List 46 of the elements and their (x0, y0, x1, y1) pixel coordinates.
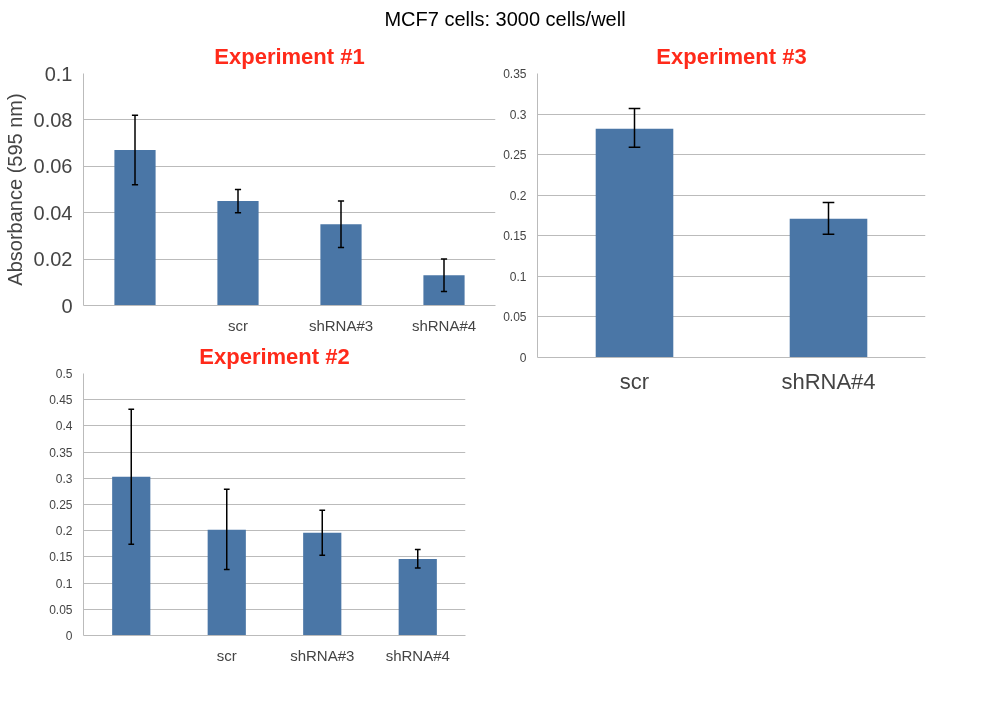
y-tick-label: 0.4 (55, 419, 73, 434)
x-tick-label: shRNA#4 (411, 316, 477, 334)
y-tick-label: 0.25 (503, 148, 527, 163)
x-tick-label: scr (216, 646, 237, 664)
y-tick-label: 0.2 (509, 188, 527, 203)
y-tick-label: 0.5 (55, 367, 73, 381)
y-tick-label: 0 (61, 294, 73, 317)
y-tick-label: 0.05 (503, 310, 527, 325)
chart-title: Experiment #2 (199, 343, 350, 369)
y-tick-label: 0.25 (49, 498, 73, 512)
chart-title: Experiment #3 (656, 43, 807, 69)
chart-title: Experiment #1 (214, 43, 365, 69)
y-tick-label: 0.02 (33, 248, 73, 271)
bar (217, 201, 259, 306)
y-tick-label: 0.05 (49, 602, 73, 617)
x-tick-label: scr (619, 368, 650, 394)
bar (320, 224, 362, 306)
x-tick-label: shRNA#3 (290, 646, 355, 664)
y-tick-label: 0 (519, 351, 527, 365)
y-tick-label: 0.35 (503, 67, 527, 81)
y-tick-label: 0.04 (33, 201, 73, 224)
text: MCF7 cells: 3000 cells/well (383, 7, 627, 32)
bar (398, 559, 437, 636)
x-tick-label: scr (228, 316, 248, 334)
y-tick-label: 0.15 (503, 229, 527, 244)
y-tick-label: 0.1 (44, 62, 73, 85)
y-tick-label: 0.2 (55, 524, 73, 539)
bar (207, 529, 246, 636)
x-tick-label: shRNA#4 (781, 368, 876, 394)
y-tick-label: 0.1 (509, 269, 527, 284)
y-tick-label: 0.3 (55, 471, 73, 486)
bar (303, 532, 342, 636)
x-tick-label: shRNA#3 (308, 316, 374, 334)
y-tick-label: 0.3 (509, 107, 527, 122)
bar (114, 150, 156, 306)
y-tick-label: 0.15 (49, 550, 73, 565)
y-tick-label: 0.35 (49, 445, 73, 460)
bar (423, 275, 465, 306)
y-axis-title: Absorbance (595 nm) (3, 93, 26, 286)
y-tick-label: 0.45 (49, 393, 73, 408)
bar (112, 476, 151, 636)
y-tick-label: 0.06 (33, 155, 73, 178)
y-tick-label: 0 (65, 629, 73, 643)
y-tick-label: 0.1 (55, 576, 73, 591)
y-tick-label: 0.08 (33, 108, 73, 131)
x-tick-label: shRNA#4 (385, 646, 450, 664)
